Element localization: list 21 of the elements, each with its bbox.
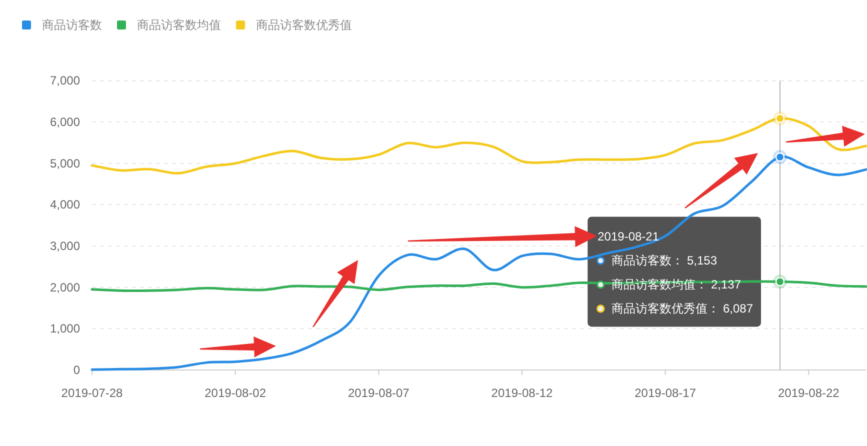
x-tick-label: 2019-07-28 — [61, 386, 124, 400]
y-tick-label: 6,000 — [50, 115, 80, 130]
x-tick-label: 2019-08-22 — [778, 386, 840, 400]
x-tick-label: 2019-08-12 — [491, 386, 554, 400]
y-tick-label: 2,000 — [50, 280, 80, 294]
x-tick-label: 2019-08-17 — [634, 386, 696, 400]
legend-label: 商品访客数优秀值 — [256, 18, 352, 32]
y-tick-label: 4,000 — [50, 198, 80, 212]
y-tick-label: 0 — [73, 363, 80, 377]
y-tick-label: 7,000 — [50, 74, 80, 88]
annotation: 商品访客数： 5,153 — [612, 254, 717, 268]
legend-label: 商品访客数 — [42, 18, 102, 32]
x-tick-label: 2019-08-02 — [204, 386, 266, 400]
annotation: 商品访客数优秀值： 6,087 — [612, 302, 753, 316]
y-tick-label: 3,000 — [50, 239, 80, 254]
y-tick-label: 1,000 — [50, 322, 80, 336]
x-tick-label: 2019-08-07 — [348, 386, 410, 400]
legend-label: 商品访客数均值 — [137, 18, 221, 32]
annotation: 2019-08-21 — [598, 230, 660, 244]
annotation: 商品访客数均值： 2,137 — [612, 278, 741, 292]
y-tick-label: 5,000 — [50, 156, 80, 170]
